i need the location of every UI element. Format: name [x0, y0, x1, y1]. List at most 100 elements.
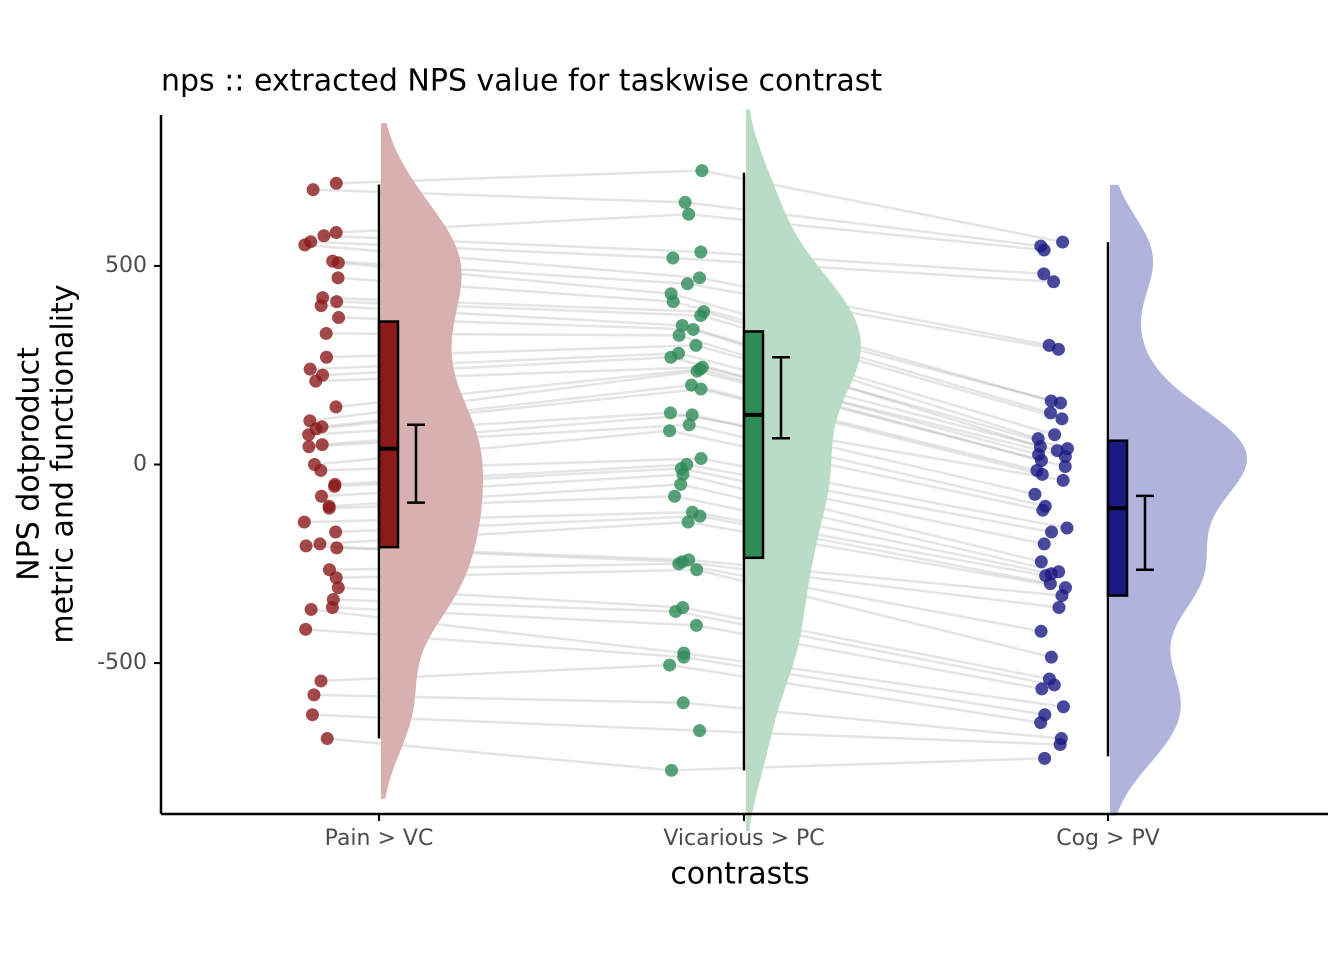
subject-line: [312, 713, 700, 732]
point: [313, 537, 327, 551]
point: [675, 318, 689, 332]
subject-line: [683, 655, 1045, 716]
point: [686, 322, 700, 336]
point: [329, 525, 343, 539]
point: [1037, 243, 1051, 257]
point: [694, 309, 708, 323]
point: [302, 428, 316, 442]
point: [299, 539, 313, 553]
point: [1056, 235, 1070, 249]
point: [1038, 751, 1052, 765]
point: [1044, 650, 1058, 664]
box: [1106, 439, 1129, 597]
subject-line: [320, 663, 670, 683]
subject-line: [682, 473, 1042, 564]
point: [669, 604, 683, 618]
point: [690, 364, 704, 378]
point: [1045, 525, 1059, 539]
point: [328, 479, 342, 493]
point: [672, 328, 686, 342]
point: [319, 350, 333, 364]
point: [680, 277, 694, 291]
point: [689, 338, 703, 352]
point: [1060, 521, 1074, 535]
point: [1058, 459, 1072, 473]
point: [1043, 577, 1057, 591]
subject-line: [671, 757, 1045, 772]
point: [299, 622, 313, 636]
point: [1052, 600, 1066, 614]
point: [332, 311, 346, 325]
point: [693, 724, 707, 738]
point: [666, 295, 680, 309]
point: [1034, 454, 1048, 468]
y-tick-label: 0: [133, 452, 147, 477]
point: [314, 463, 328, 477]
subject-line: [672, 300, 1061, 405]
point: [693, 271, 707, 285]
subject-line: [670, 411, 1064, 482]
point: [674, 477, 688, 491]
subject-line: [310, 240, 673, 260]
subject-line: [669, 663, 1041, 724]
point: [1048, 428, 1062, 442]
box: [742, 330, 765, 560]
y-axis-label: NPS dotproduct: [12, 347, 47, 581]
density: [381, 122, 483, 799]
x-tick-label: Vicarious > PC: [663, 826, 824, 851]
subject-line: [306, 544, 689, 562]
subject-line: [670, 356, 1039, 456]
point: [694, 452, 708, 466]
subject-line: [672, 256, 1054, 284]
subject-line: [308, 423, 690, 448]
point: [314, 299, 328, 313]
point: [1035, 467, 1049, 481]
plot-area: [297, 109, 1247, 832]
point: [1056, 700, 1070, 714]
point: [330, 541, 344, 555]
point: [331, 271, 345, 285]
point: [676, 467, 690, 481]
subject-line: [310, 352, 679, 371]
point: [1055, 589, 1069, 603]
point: [1037, 537, 1051, 551]
subject-line: [678, 334, 1041, 448]
point: [676, 696, 690, 710]
point: [681, 515, 695, 529]
point: [668, 489, 682, 503]
point: [325, 600, 339, 614]
box: [377, 320, 400, 549]
point: [329, 400, 343, 414]
subject-line: [678, 562, 1042, 633]
point: [695, 164, 709, 178]
point: [1034, 716, 1048, 730]
subject-line: [669, 429, 1044, 512]
point: [1036, 503, 1050, 517]
x-tick-label: Pain > VC: [325, 826, 434, 851]
subject-line: [675, 610, 1055, 687]
point: [690, 563, 704, 577]
point: [1055, 412, 1069, 426]
point: [314, 489, 328, 503]
point: [1058, 450, 1072, 464]
point: [685, 408, 699, 422]
point: [664, 350, 678, 364]
point: [663, 424, 677, 438]
point: [666, 251, 680, 265]
subject-line: [684, 201, 1041, 248]
subject-line: [304, 243, 700, 280]
point: [689, 618, 703, 632]
subject-line: [678, 352, 1058, 452]
point: [306, 183, 320, 197]
subject-line: [674, 495, 1052, 575]
subject-line: [681, 467, 1045, 546]
point: [665, 763, 679, 777]
point: [677, 650, 691, 664]
point: [315, 438, 329, 452]
subject-line: [304, 510, 693, 524]
point: [1053, 396, 1067, 410]
point: [672, 557, 686, 571]
subject-line: [305, 628, 684, 659]
point: [331, 581, 345, 595]
